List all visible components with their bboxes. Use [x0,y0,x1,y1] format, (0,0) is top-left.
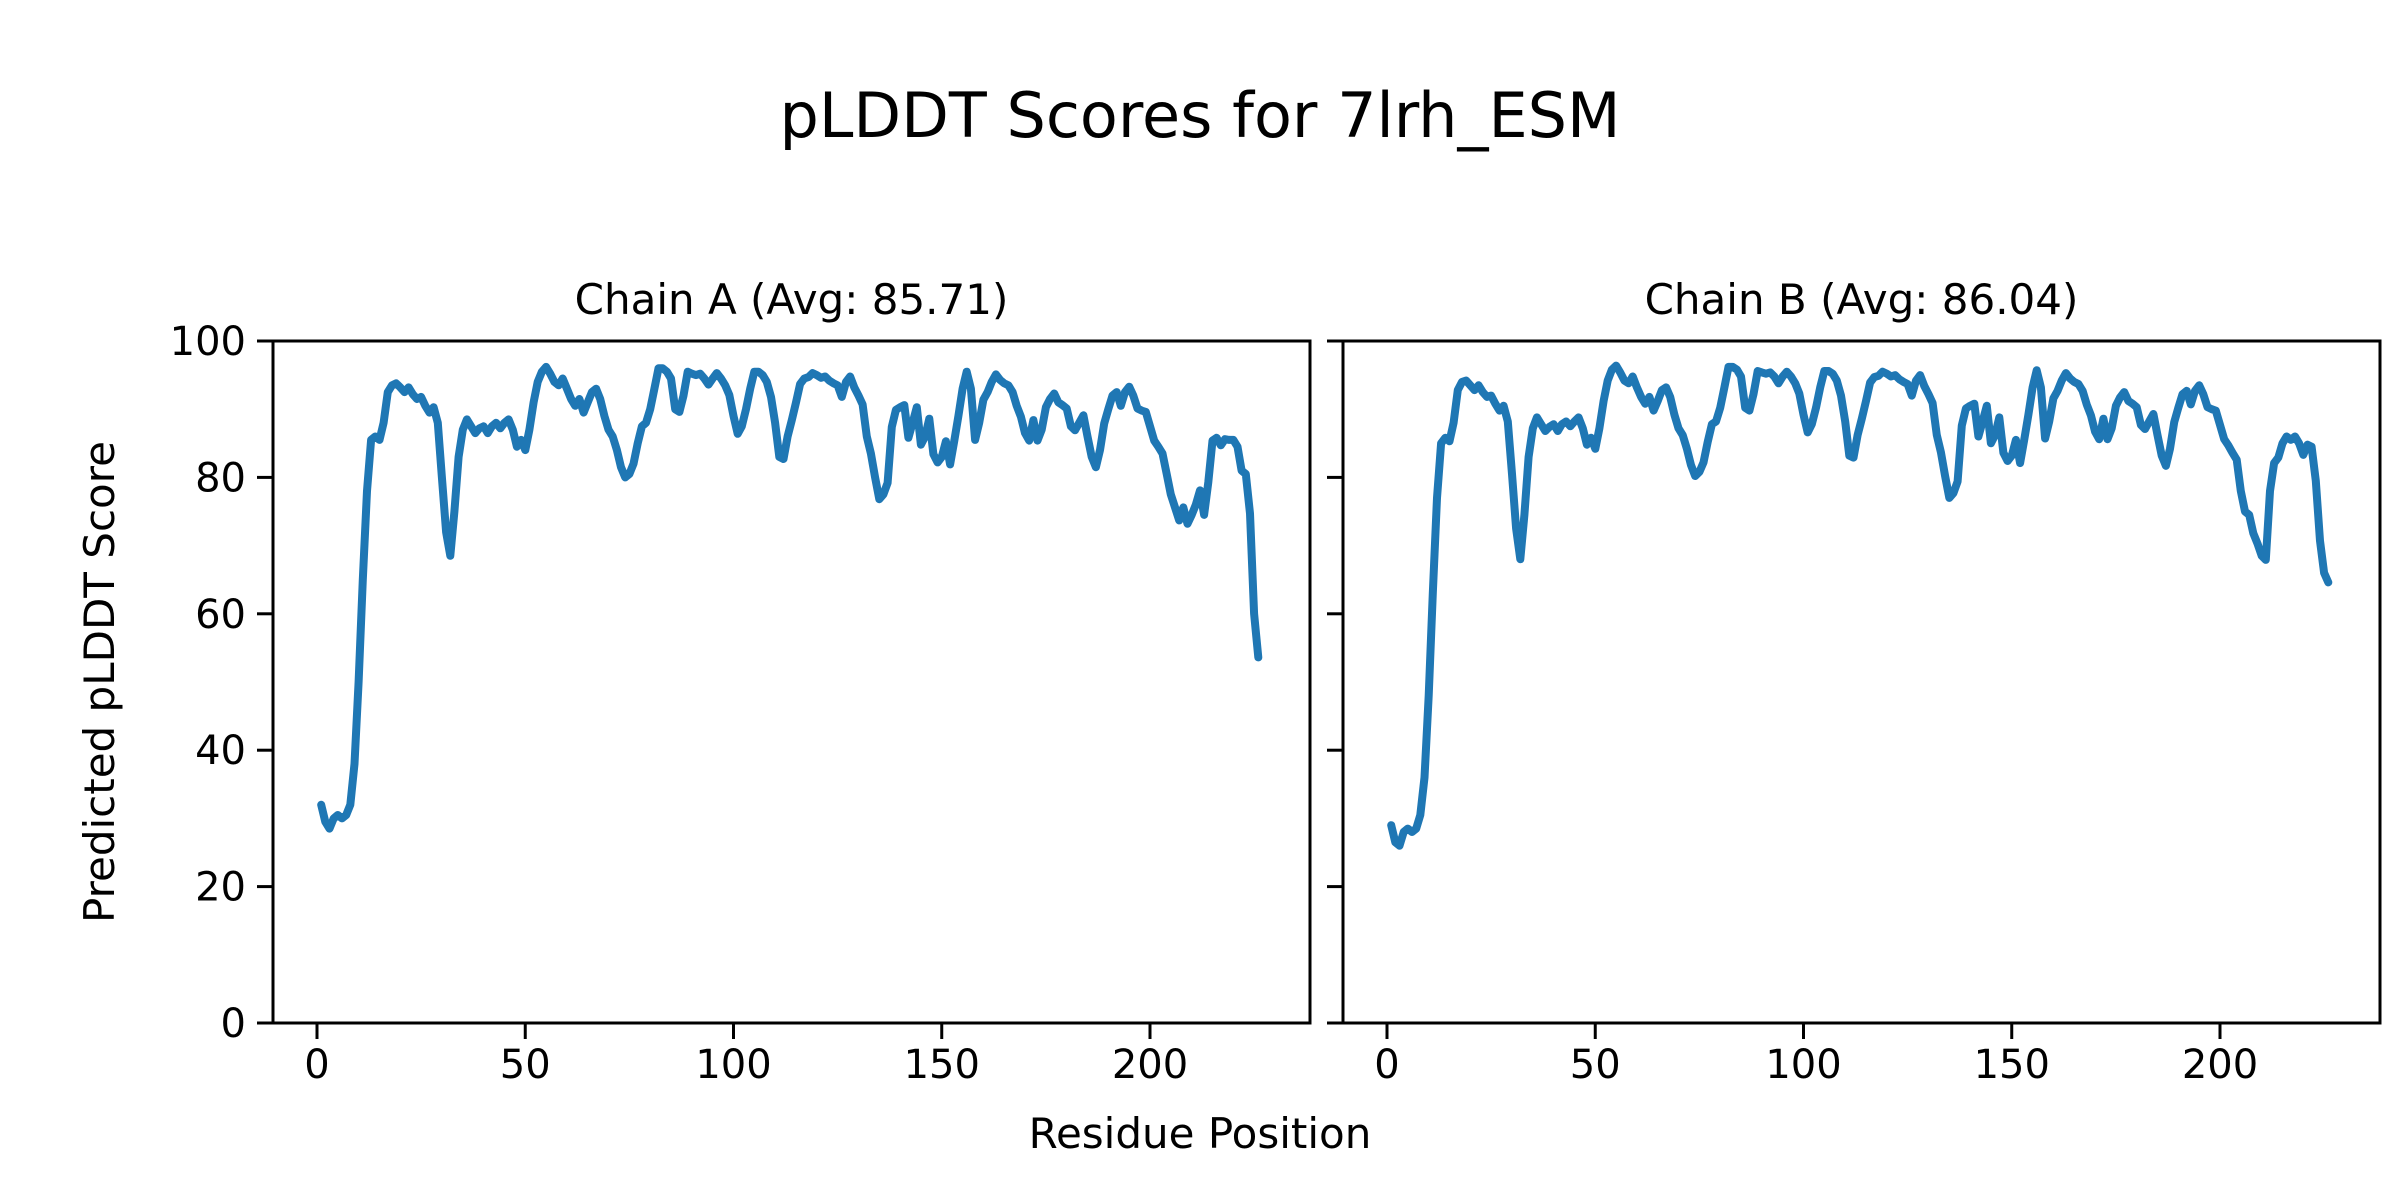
x-tick-label: 150 [904,1042,980,1088]
plddt-line-chain-b [1387,361,2333,850]
plddt-line-chain-a [317,362,1263,833]
x-tick-label: 50 [500,1042,551,1088]
y-tick-label: 60 [195,592,246,638]
axes-frame-chain-a [271,339,1312,1025]
subplot-title-chain-b: Chain B (Avg: 86.04) [1644,275,2079,324]
x-tick-label: 0 [304,1042,329,1088]
y-tick-label: 40 [195,728,246,774]
x-axis-label: Residue Position [1028,1109,1372,1158]
x-tick-label: 100 [695,1042,771,1088]
subplot-title-chain-a: Chain A (Avg: 85.71) [574,275,1009,324]
figure-title: pLDDT Scores for 7lrh_ESM [779,79,1621,152]
y-tick-label: 80 [195,455,246,501]
x-tick-label: 200 [2182,1042,2258,1088]
x-tick-label: 50 [1570,1042,1621,1088]
y-tick-label: 20 [195,865,246,911]
axes-frame-chain-b [1341,339,2382,1025]
x-tick-label: 200 [1112,1042,1188,1088]
x-tick-label: 0 [1374,1042,1399,1088]
y-tick-label: 100 [170,319,246,365]
x-tick-label: 150 [1974,1042,2050,1088]
x-tick-label: 100 [1765,1042,1841,1088]
y-axis-label: Predicted pLDDT Score [75,441,124,923]
y-tick-label: 0 [221,1001,246,1047]
